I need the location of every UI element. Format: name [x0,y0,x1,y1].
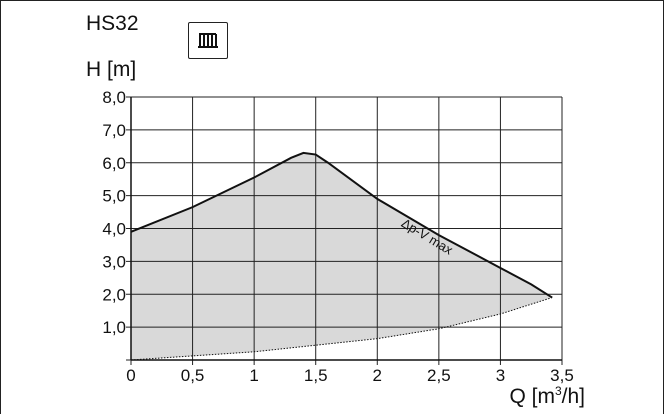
y-tick-label: 6,0 [102,154,126,173]
x-tick-label: 2 [373,366,382,385]
x-axis-label: Q [m3/h] [509,384,585,408]
x-tick-label: 2,5 [427,366,451,385]
y-tick-label: 5,0 [102,187,126,206]
y-tick-label: 7,0 [102,121,126,140]
x-tick-label: 0 [126,366,135,385]
x-tick-label: 0,5 [181,366,205,385]
y-tick-label: 4,0 [102,220,126,239]
pump-model-label: HS32 [86,12,139,35]
radiator-icon [198,33,218,48]
x-tick-label: 1,5 [304,366,328,385]
y-tick-label: 1,0 [102,318,126,337]
dp-v-max-curve [130,151,553,299]
operating-area [131,152,553,360]
lower-limit-curve [130,297,553,361]
y-tick-label: 3,0 [102,252,126,271]
heating-mode-icon [188,22,228,59]
x-tick-label: 3 [496,366,505,385]
y-tick-label: 2,0 [102,285,126,304]
y-axis-label: H [m] [86,58,137,81]
y-tick-label: 8,0 [102,88,126,107]
x-tick-label: 3,5 [550,366,574,385]
x-tick-label: 1 [249,366,258,385]
